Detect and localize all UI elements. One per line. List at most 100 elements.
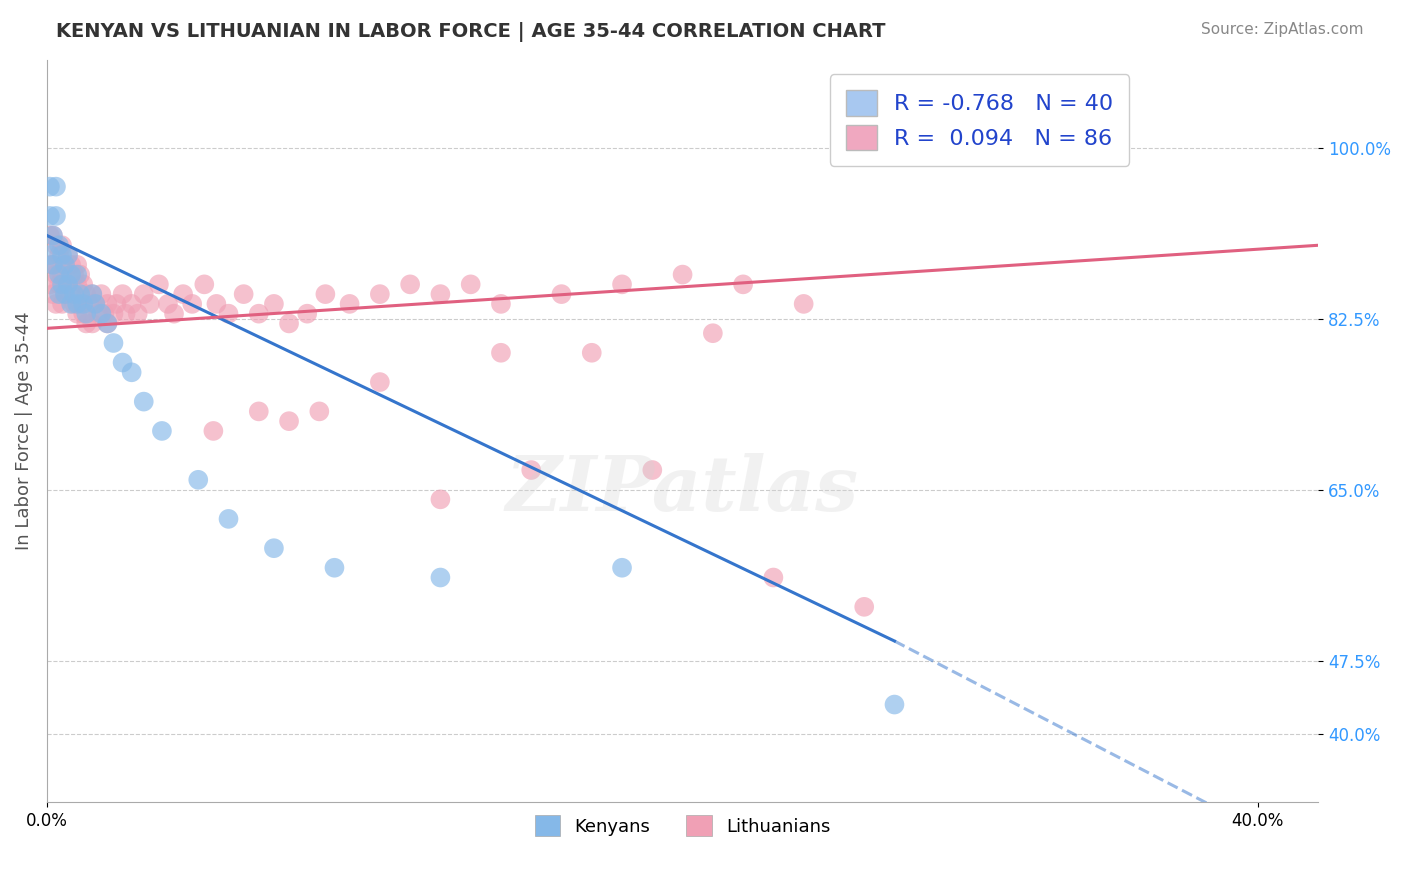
Point <box>127 307 149 321</box>
Point <box>610 560 633 574</box>
Point <box>51 277 73 292</box>
Point <box>172 287 194 301</box>
Point <box>56 248 79 262</box>
Point <box>111 287 134 301</box>
Point <box>53 258 76 272</box>
Point <box>45 238 67 252</box>
Point <box>429 492 451 507</box>
Point <box>48 238 70 252</box>
Point <box>793 297 815 311</box>
Point <box>42 287 65 301</box>
Point <box>96 297 118 311</box>
Point <box>163 307 186 321</box>
Text: ZIPatlas: ZIPatlas <box>506 453 859 527</box>
Point <box>218 307 240 321</box>
Point <box>150 424 173 438</box>
Point <box>77 297 100 311</box>
Point <box>39 209 62 223</box>
Point <box>114 307 136 321</box>
Point <box>368 375 391 389</box>
Point <box>181 297 204 311</box>
Point <box>90 287 112 301</box>
Point <box>733 277 755 292</box>
Point <box>96 317 118 331</box>
Point <box>60 268 83 282</box>
Point <box>247 307 270 321</box>
Point <box>75 307 97 321</box>
Point <box>489 345 512 359</box>
Point <box>51 248 73 262</box>
Point <box>53 287 76 301</box>
Y-axis label: In Labor Force | Age 35-44: In Labor Force | Age 35-44 <box>15 311 32 550</box>
Point <box>75 287 97 301</box>
Point <box>156 297 179 311</box>
Point <box>84 297 107 311</box>
Point <box>148 277 170 292</box>
Point <box>63 268 86 282</box>
Point <box>641 463 664 477</box>
Point <box>263 297 285 311</box>
Point <box>205 297 228 311</box>
Point <box>87 307 110 321</box>
Point <box>66 297 89 311</box>
Point <box>399 277 422 292</box>
Point <box>69 297 91 311</box>
Point <box>60 258 83 272</box>
Point <box>314 287 336 301</box>
Point <box>72 307 94 321</box>
Point <box>132 287 155 301</box>
Point <box>63 287 86 301</box>
Point <box>69 287 91 301</box>
Point <box>263 541 285 556</box>
Point <box>232 287 254 301</box>
Point <box>39 248 62 262</box>
Point <box>339 297 361 311</box>
Point <box>48 287 70 301</box>
Point <box>550 287 572 301</box>
Point <box>72 277 94 292</box>
Point <box>51 238 73 252</box>
Point <box>82 287 104 301</box>
Point <box>132 394 155 409</box>
Point <box>42 258 65 272</box>
Point <box>75 317 97 331</box>
Point <box>84 297 107 311</box>
Point <box>460 277 482 292</box>
Point <box>48 248 70 262</box>
Point <box>278 414 301 428</box>
Point <box>429 287 451 301</box>
Point <box>66 277 89 292</box>
Point <box>520 463 543 477</box>
Point <box>53 258 76 272</box>
Point <box>853 599 876 614</box>
Point <box>39 277 62 292</box>
Point <box>218 512 240 526</box>
Text: Source: ZipAtlas.com: Source: ZipAtlas.com <box>1201 22 1364 37</box>
Point <box>762 570 785 584</box>
Point <box>103 307 125 321</box>
Point <box>111 355 134 369</box>
Point <box>82 287 104 301</box>
Point <box>60 297 83 311</box>
Point <box>45 297 67 311</box>
Point <box>121 297 143 311</box>
Point <box>66 258 89 272</box>
Point <box>247 404 270 418</box>
Point <box>202 424 225 438</box>
Point <box>308 404 330 418</box>
Point <box>489 297 512 311</box>
Point <box>105 297 128 311</box>
Point <box>66 307 89 321</box>
Point <box>56 277 79 292</box>
Point <box>39 179 62 194</box>
Point <box>93 307 115 321</box>
Point <box>51 297 73 311</box>
Point <box>883 698 905 712</box>
Point <box>48 277 70 292</box>
Point <box>368 287 391 301</box>
Point <box>187 473 209 487</box>
Point <box>297 307 319 321</box>
Point <box>581 345 603 359</box>
Point <box>323 560 346 574</box>
Point <box>82 317 104 331</box>
